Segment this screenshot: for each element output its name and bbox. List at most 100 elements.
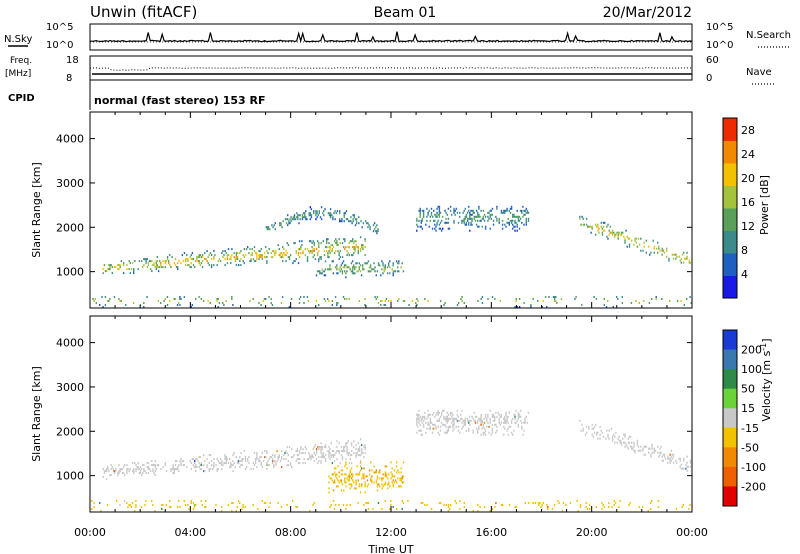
heatmap-cell [365,262,367,265]
heatmap-cell [251,248,253,251]
heatmap-cell [504,427,506,430]
heatmap-cell [348,452,350,455]
heatmap-cell [304,462,306,465]
heatmap-cell [270,302,272,304]
heatmap-cell [354,218,357,221]
heatmap-cell [260,256,262,259]
heatmap-cell [433,209,435,212]
freq-tick-bottom: 8 [66,73,72,84]
heatmap-cell [115,470,117,473]
heatmap-cell [420,417,422,420]
heatmap-cell [613,504,616,506]
heatmap-cell [339,256,341,259]
heatmap-cell [649,253,651,256]
heatmap-cell [427,423,429,426]
heatmap-cell [286,452,288,455]
nsky-tick-top-left: 10^5 [46,22,73,33]
heatmap-cell [604,229,606,232]
heatmap-cell [464,217,466,220]
heatmap-cell [657,506,660,508]
heatmap-cell [242,506,244,508]
heatmap-cell [334,218,336,221]
heatmap-cell [166,256,169,259]
heatmap-cell [428,209,430,212]
heatmap-cell [335,475,337,478]
heatmap-cell [322,452,324,455]
heatmap-cell [257,508,259,510]
heatmap-cell [140,260,143,263]
heatmap-cell [526,211,529,214]
heatmap-cell [244,506,246,508]
heatmap-cell [447,207,450,210]
heatmap-cell [373,268,375,271]
heatmap-cell [230,466,232,469]
heatmap-cell [416,431,418,434]
heatmap-cell [263,502,266,504]
heatmap-cell [286,504,288,506]
heatmap-cell [270,298,272,300]
heatmap-cell [370,479,372,482]
heatmap-cell [599,437,601,440]
heatmap-cell [453,427,455,430]
heatmap-cell [438,215,441,218]
heatmap-cell [128,260,130,263]
heatmap-cell [318,250,320,253]
heatmap-cell [351,222,353,225]
heatmap-cell [154,470,156,473]
heatmap-cell [199,254,201,257]
heatmap-cell [424,415,426,418]
heatmap-cell [113,470,116,473]
heatmap-cell [399,479,401,482]
heatmap-cell [323,298,326,300]
heatmap-cell [137,468,139,471]
colorbar-swatch [723,140,737,164]
heatmap-cell [426,207,428,210]
heatmap-cell [274,254,276,257]
heatmap-cell [258,460,260,463]
heatmap-cell [620,441,623,444]
heatmap-cell [373,222,376,225]
heatmap-cell [434,223,436,226]
heatmap-cell [295,250,297,253]
heatmap-cell [206,458,208,461]
heatmap-cell [348,477,350,480]
heatmap-cell [350,254,353,257]
heatmap-cell [208,454,210,457]
station-title: Unwin (fitACF) [90,3,197,21]
heatmap-cell [354,224,357,227]
heatmap-cell [143,470,145,473]
heatmap-cell [344,473,346,476]
heatmap-cell [361,448,363,451]
heatmap-cell [471,415,473,418]
heatmap-cell [421,209,424,212]
heatmap-cell [369,266,372,269]
heatmap-cell [436,215,438,218]
heatmap-cell [187,260,189,263]
heatmap-cell [364,220,367,223]
heatmap-cell [345,276,347,279]
heatmap-cell [143,306,145,308]
heatmap-cell [609,225,611,228]
heatmap-cell [229,466,231,469]
heatmap-cell [373,481,375,484]
heatmap-cell [690,302,692,304]
heatmap-cell [346,298,348,300]
heatmap-cell [631,441,633,444]
heatmap-cell [188,508,190,510]
heatmap-cell [326,242,328,245]
heatmap-cell [133,472,135,475]
heatmap-cell [191,458,194,461]
colorbar-tick-label: 12 [741,220,755,233]
heatmap-cell [265,246,267,249]
heatmap-cell [689,504,691,506]
heatmap-cell [148,260,151,263]
heatmap-cell [224,258,226,261]
heatmap-cell [437,411,439,414]
heatmap-cell [309,456,311,459]
heatmap-cell [210,266,213,269]
heatmap-cell [420,219,422,222]
heatmap-cell [375,471,378,474]
heatmap-cell [143,468,145,471]
heatmap-cell [683,459,685,462]
heatmap-cell [440,219,443,222]
